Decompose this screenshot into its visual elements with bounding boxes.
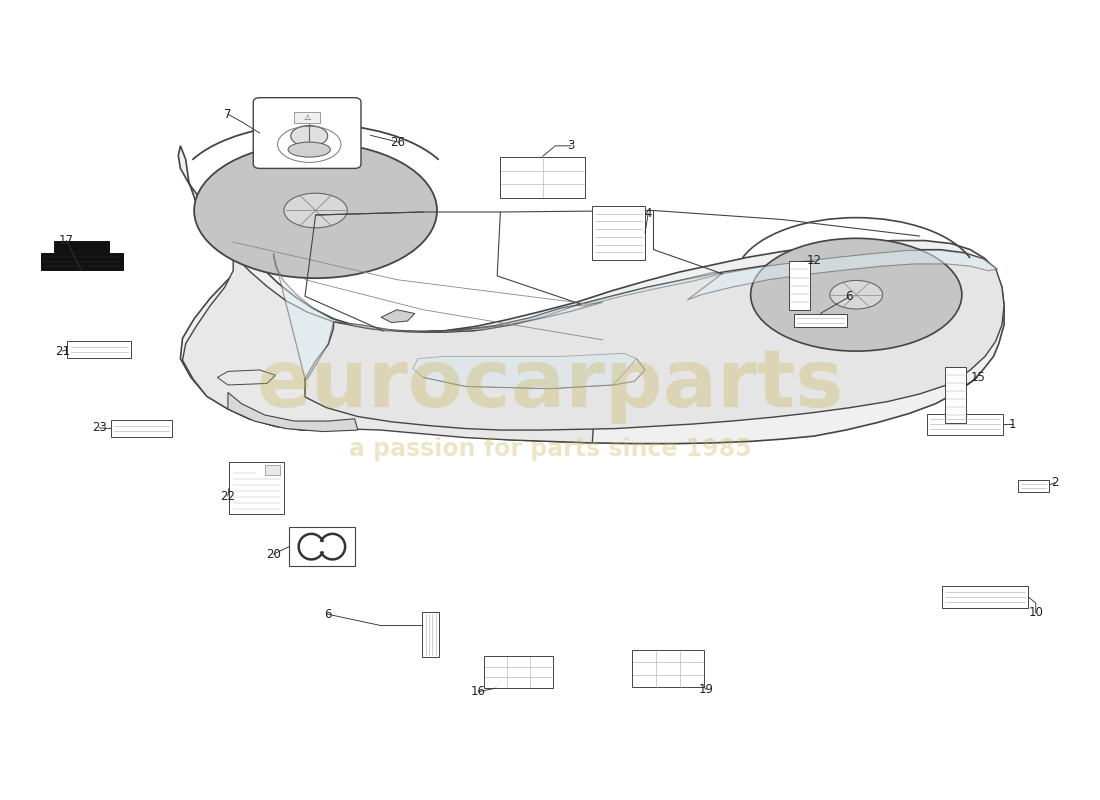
Polygon shape xyxy=(333,306,576,332)
Text: 1: 1 xyxy=(1009,418,1016,430)
Ellipse shape xyxy=(750,238,961,351)
FancyBboxPatch shape xyxy=(253,98,361,168)
Text: 4: 4 xyxy=(645,207,652,220)
Text: 20: 20 xyxy=(266,548,280,561)
FancyBboxPatch shape xyxy=(111,420,172,437)
FancyBboxPatch shape xyxy=(927,414,1003,434)
Polygon shape xyxy=(381,310,415,322)
Polygon shape xyxy=(178,146,1004,444)
Polygon shape xyxy=(576,272,722,306)
Text: 6: 6 xyxy=(324,608,332,621)
FancyBboxPatch shape xyxy=(942,586,1028,607)
FancyBboxPatch shape xyxy=(289,527,354,566)
FancyBboxPatch shape xyxy=(67,342,131,358)
Bar xyxy=(265,466,279,475)
Polygon shape xyxy=(305,250,1004,430)
Text: 6: 6 xyxy=(845,290,853,303)
FancyBboxPatch shape xyxy=(794,314,847,327)
Text: 2: 2 xyxy=(1050,476,1058,490)
Polygon shape xyxy=(228,393,358,431)
Text: 15: 15 xyxy=(970,371,986,384)
Text: 3: 3 xyxy=(568,139,575,152)
FancyBboxPatch shape xyxy=(632,650,704,687)
Text: 12: 12 xyxy=(806,254,822,267)
FancyBboxPatch shape xyxy=(54,242,109,252)
FancyBboxPatch shape xyxy=(500,157,585,198)
FancyBboxPatch shape xyxy=(295,112,320,122)
Polygon shape xyxy=(218,370,275,385)
Text: 7: 7 xyxy=(224,108,232,121)
FancyBboxPatch shape xyxy=(41,254,123,270)
Text: eurocarparts: eurocarparts xyxy=(256,346,844,424)
Ellipse shape xyxy=(829,281,882,309)
Text: 16: 16 xyxy=(471,686,486,698)
Text: 21: 21 xyxy=(55,345,69,358)
Ellipse shape xyxy=(288,142,330,157)
Polygon shape xyxy=(688,250,998,300)
Text: 26: 26 xyxy=(390,135,406,149)
Ellipse shape xyxy=(194,143,437,278)
Polygon shape xyxy=(412,354,637,389)
Polygon shape xyxy=(183,254,603,443)
Text: a passion for parts since 1985: a passion for parts since 1985 xyxy=(349,437,751,461)
FancyBboxPatch shape xyxy=(229,462,284,514)
FancyBboxPatch shape xyxy=(592,206,645,260)
FancyBboxPatch shape xyxy=(945,366,966,423)
Ellipse shape xyxy=(290,126,328,146)
FancyBboxPatch shape xyxy=(422,612,439,657)
Text: 17: 17 xyxy=(59,234,74,247)
FancyBboxPatch shape xyxy=(789,262,810,310)
Polygon shape xyxy=(273,254,603,379)
Text: 22: 22 xyxy=(220,490,235,502)
Text: 10: 10 xyxy=(1028,606,1043,619)
Text: 23: 23 xyxy=(91,422,107,434)
Text: ⚠: ⚠ xyxy=(304,113,311,122)
FancyBboxPatch shape xyxy=(1018,481,1049,493)
Ellipse shape xyxy=(284,193,348,228)
Text: 19: 19 xyxy=(698,683,714,696)
FancyBboxPatch shape xyxy=(484,657,552,688)
